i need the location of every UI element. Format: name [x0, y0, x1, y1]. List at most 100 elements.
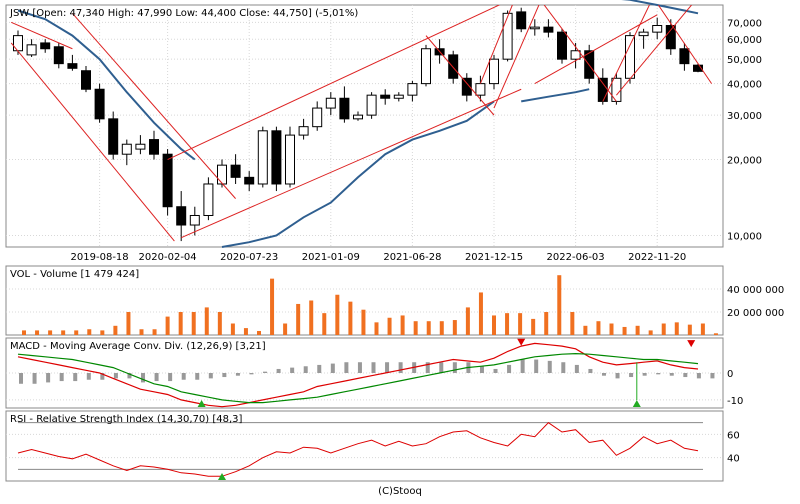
candle-down [339, 97, 350, 120]
macd-histogram-bar [86, 373, 91, 380]
volume-bar [22, 330, 26, 335]
candle-up [298, 126, 309, 136]
candle-down [679, 48, 690, 65]
macd-histogram-bar [195, 373, 200, 380]
candle-up [257, 130, 268, 185]
macd-histogram-bar [588, 368, 593, 373]
macd-histogram-bar [59, 373, 64, 382]
date-tick-label: 2020-02-04 [139, 252, 197, 263]
candle-down [543, 26, 554, 33]
candle-down [162, 153, 173, 208]
volume-bar [531, 318, 536, 335]
candle-down [230, 164, 241, 178]
candle-down [461, 77, 472, 96]
volume-bar [61, 330, 66, 335]
macd-histogram-bar [263, 371, 268, 373]
volume-bar [661, 323, 666, 335]
candle-up [353, 114, 363, 120]
rsi-line [17, 422, 699, 477]
volume-bar [648, 330, 653, 335]
volume-bar [296, 303, 301, 335]
date-tick-label: 2022-11-20 [628, 252, 686, 263]
macd-histogram-bar [574, 364, 579, 373]
date-tick-label: 2019-08-18 [71, 252, 129, 263]
macd-tick-label: -10 [727, 396, 743, 407]
candle-down [693, 64, 703, 72]
volume-bar [492, 315, 496, 335]
candle-up [570, 50, 581, 60]
candle-up [475, 83, 486, 96]
macd-histogram-bar [154, 373, 159, 382]
volume-bar [452, 320, 457, 335]
macd-histogram-bar [683, 373, 688, 378]
candle-up [203, 183, 214, 216]
macd-histogram-bar [235, 373, 240, 376]
volume-bar [348, 301, 353, 335]
volume-bar [178, 312, 183, 335]
candle-down [271, 130, 282, 185]
volume-bar [713, 333, 718, 335]
volume-bar [622, 326, 627, 335]
volume-bar [361, 309, 366, 335]
macd-histogram-bar [547, 360, 552, 373]
macd-histogram-bar [642, 373, 647, 376]
price-tick-label: 70,000 [727, 18, 762, 29]
macd-histogram-bar [222, 373, 227, 378]
candle-up [489, 58, 499, 85]
trend-line [493, 5, 540, 109]
macd-histogram-bar [100, 373, 105, 380]
candle-down [176, 206, 187, 226]
volume-bar [217, 312, 222, 335]
candle-up [625, 35, 635, 79]
macd-histogram-bar [425, 362, 430, 373]
volume-bar [152, 329, 157, 335]
volume-bar [139, 329, 144, 335]
sell-signal-marker [517, 338, 526, 346]
price-tick-label: 40,000 [727, 80, 762, 91]
macd-histogram-bar [493, 368, 498, 373]
price-chart-title: JSW [Open: 47,340 High: 47,990 Low: 44,4… [9, 8, 358, 19]
macd-histogram-bar [398, 362, 403, 373]
volume-bar [100, 330, 105, 335]
price-tick-label: 30,000 [727, 111, 762, 122]
volume-bar [465, 307, 470, 335]
candle-up [407, 83, 418, 96]
rsi-tick-label: 60 [727, 430, 740, 441]
moving-average-line [17, 9, 196, 161]
volume-bar [387, 317, 392, 335]
rsi-tick-label: 40 [727, 454, 740, 465]
macd-histogram-bar [317, 364, 322, 373]
date-tick-label: 2021-12-15 [465, 252, 523, 263]
volume-bar [335, 294, 340, 335]
volume-bar [165, 316, 170, 335]
trend-line [167, 5, 501, 160]
macd-histogram-bar [249, 373, 254, 375]
volume-bar [426, 321, 431, 335]
macd-histogram-bar [371, 362, 376, 373]
date-tick-label: 2021-06-28 [383, 252, 441, 263]
volume-bar [583, 325, 588, 335]
volume-bar [413, 321, 418, 335]
trend-line [534, 14, 658, 85]
price-tick-label: 20,000 [727, 156, 762, 167]
candle-up [26, 44, 37, 56]
volume-bar [204, 307, 209, 335]
date-tick-label: 2021-01-09 [302, 252, 360, 263]
candle-down [81, 70, 91, 90]
volume-bar [322, 313, 327, 335]
date-tick-label: 2020-07-23 [220, 252, 278, 263]
volume-bar [270, 278, 275, 335]
volume-bar [687, 324, 692, 335]
macd-histogram-bar [208, 373, 213, 379]
macd-histogram-bar [181, 373, 186, 380]
candle-down [557, 31, 567, 60]
macd-histogram-bar [127, 373, 132, 379]
volume-bar [674, 322, 679, 335]
sell-signal-marker [687, 340, 696, 348]
macd-histogram-bar [344, 362, 349, 373]
volume-bar [87, 329, 92, 335]
volume-bar [596, 321, 601, 335]
trend-line [543, 5, 617, 102]
macd-histogram-bar [357, 362, 362, 373]
candle-down [94, 88, 105, 120]
